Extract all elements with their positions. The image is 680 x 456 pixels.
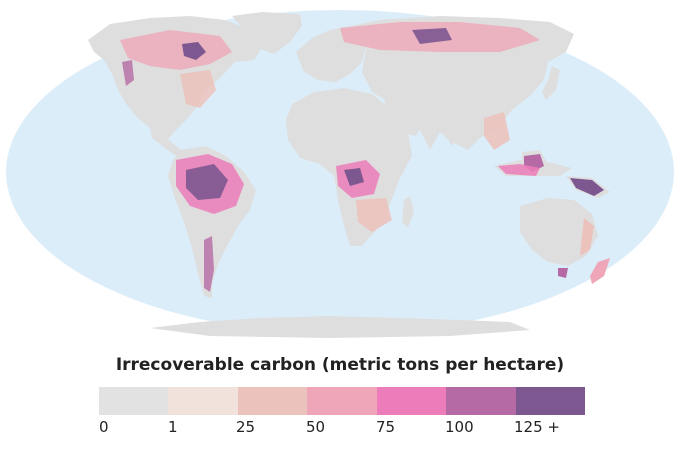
legend-tick-label: 50	[306, 418, 326, 436]
legend-swatch	[376, 387, 447, 415]
legend-tick-label: 25	[236, 418, 256, 436]
legend-swatch	[237, 387, 308, 415]
madagascar	[402, 196, 414, 228]
world-map	[6, 10, 674, 338]
legend-color-bar	[99, 387, 585, 415]
central-america	[150, 128, 184, 158]
legend-tick-label: 0	[99, 418, 109, 436]
legend-swatch	[446, 387, 516, 415]
australia	[520, 198, 598, 266]
hotspot-us-east	[180, 70, 216, 108]
hotspot-new-guinea	[570, 178, 604, 196]
legend-title: Irrecoverable carbon (metric tons per he…	[115, 355, 565, 375]
legend-swatch	[515, 387, 585, 415]
hotspot-tasmania	[558, 268, 568, 278]
hotspot-indonesia	[498, 164, 540, 176]
legend-tick-label: 100	[445, 418, 474, 436]
greenland	[232, 12, 302, 54]
hotspot-canada	[120, 30, 232, 70]
india	[436, 110, 462, 146]
japan	[542, 66, 560, 100]
hotspot-congo-core	[344, 168, 364, 186]
legend-swatch	[307, 387, 377, 415]
antarctica	[150, 316, 530, 338]
legend-tick-label: 125 +	[514, 418, 560, 436]
legend-swatch	[168, 387, 238, 415]
hotspot-pacific-nw	[122, 60, 134, 86]
legend-tick-label: 1	[168, 418, 178, 436]
legend-swatch	[99, 387, 169, 415]
hotspot-hudson	[182, 42, 206, 60]
hotspot-australia-east	[580, 218, 594, 256]
hotspot-new-zealand	[590, 258, 610, 284]
legend-tick-label: 75	[376, 418, 396, 436]
hotspot-miombo	[356, 198, 392, 232]
hotspot-se-asia	[484, 112, 510, 150]
hotspot-chile	[204, 236, 214, 292]
carbon-hotspots	[120, 22, 610, 292]
hotspot-amazon-core	[186, 164, 228, 200]
arabia	[384, 100, 424, 136]
hotspot-siberia-core	[412, 28, 452, 44]
